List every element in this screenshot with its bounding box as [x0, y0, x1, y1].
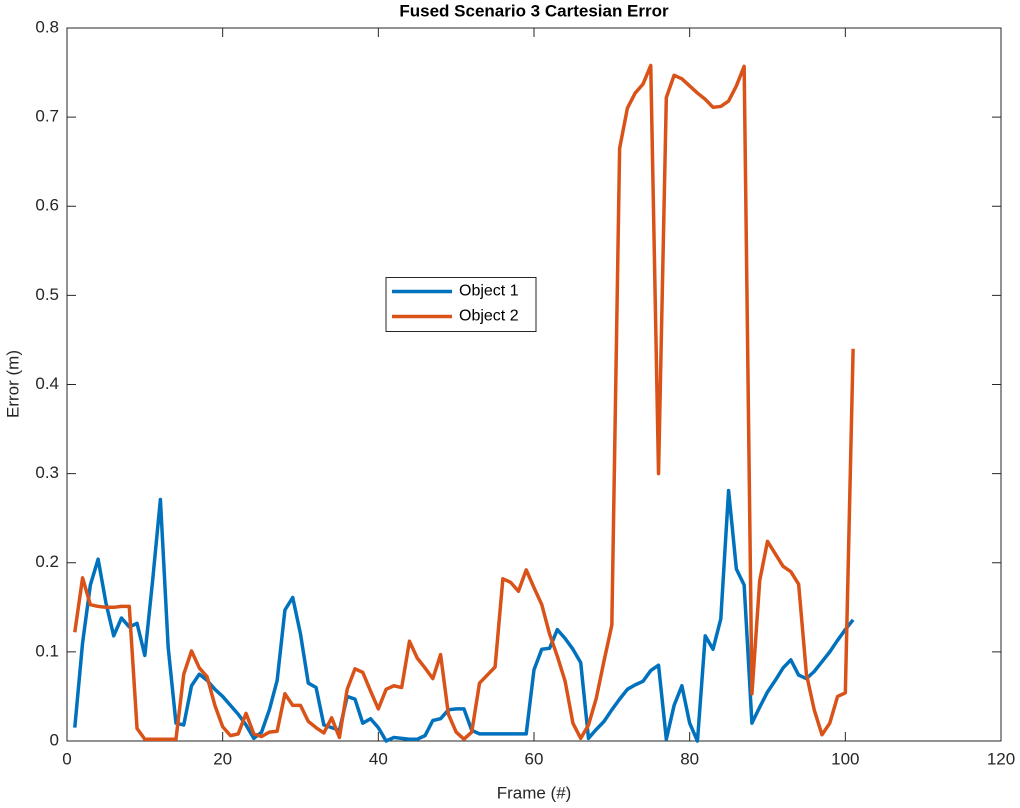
x-tick-label: 100: [831, 749, 859, 768]
y-axis-label: Error (m): [3, 350, 22, 418]
legend-box: [385, 277, 537, 332]
chart-title: Fused Scenario 3 Cartesian Error: [399, 1, 669, 20]
legend-label: Object 1: [459, 283, 519, 300]
axes-box: [66, 27, 1002, 742]
y-tick-label: 0.8: [35, 17, 59, 36]
x-tick-label: 80: [680, 749, 699, 768]
y-tick-label: 0.3: [35, 463, 59, 482]
x-axis-label: Frame (#): [497, 783, 572, 802]
y-tick-label: 0.6: [35, 196, 59, 215]
x-tick-label: 20: [213, 749, 232, 768]
x-tick-label: 60: [525, 749, 544, 768]
y-tick-label: 0.7: [35, 107, 59, 126]
data-line: [73, 63, 855, 741]
y-tick-label: 0.5: [35, 285, 59, 304]
y-tick-label: 0.1: [35, 641, 59, 660]
y-tick-label: 0.4: [35, 374, 59, 393]
x-tick-label: 0: [62, 749, 71, 768]
y-tick-label: 0.2: [35, 552, 59, 571]
x-tick-label: 40: [369, 749, 388, 768]
x-tick-label: 120: [987, 749, 1015, 768]
data-line: [73, 488, 855, 743]
y-tick-label: 0: [50, 730, 59, 749]
legend-label: Object 2: [459, 308, 519, 325]
